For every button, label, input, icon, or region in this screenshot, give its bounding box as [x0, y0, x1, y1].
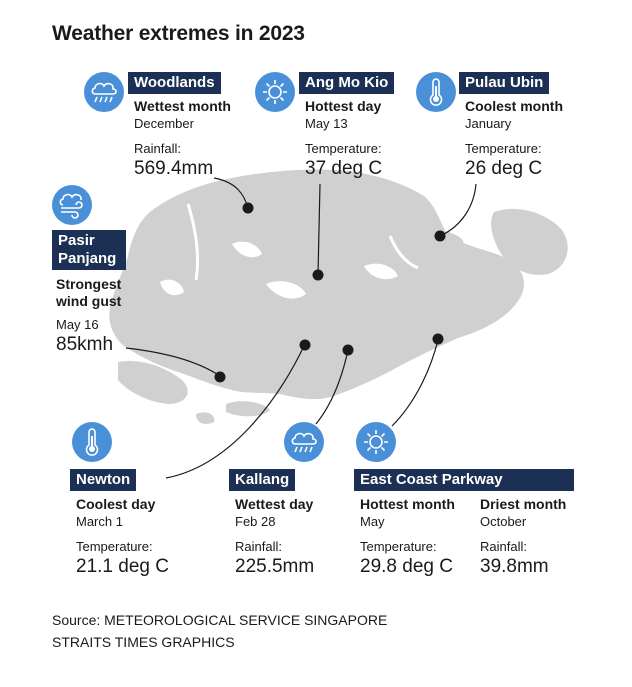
pulau-ubin-date: January: [465, 116, 512, 131]
marker-kallang: [342, 344, 354, 356]
kallang-date: Feb 28: [235, 514, 276, 529]
sun-icon: [356, 422, 396, 462]
woodlands-date: December: [134, 116, 194, 131]
leader-ang-mo-kio: [317, 183, 321, 276]
pulau-ubin-info: Coolest month January Temperature: 26 de…: [465, 98, 563, 181]
ang-mo-kio-info: Hottest day May 13 Temperature: 37 deg C: [305, 98, 382, 181]
woodlands-value: 569.4mm: [134, 158, 214, 179]
east-coast-dry-label: Rainfall:: [480, 539, 527, 554]
changi-coast: [499, 281, 518, 302]
ang-mo-kio-tag: Ang Mo Kio: [299, 72, 395, 94]
woodlands-tag: Woodlands: [128, 72, 221, 94]
newton-date: March 1: [76, 514, 123, 529]
ang-mo-kio-label: Temperature:: [305, 141, 382, 156]
east-coast-dry-info: Driest month October Rainfall: 39.8mm: [480, 496, 566, 579]
newton-info: Coolest day March 1 Temperature: 21.1 de…: [76, 496, 169, 579]
leader-kallang: [315, 349, 349, 425]
marker-pulau-ubin: [434, 230, 446, 242]
east-coast-hot-date: May: [360, 514, 385, 529]
newton-value: 21.1 deg C: [76, 556, 169, 577]
newton-metric: Coolest day: [76, 496, 156, 512]
reservoir-north: [232, 241, 262, 258]
page-title: Weather extremes in 2023: [52, 22, 305, 45]
source-note: Source: METEOROLOGICAL SERVICE SINGAPORE…: [52, 609, 387, 653]
woodlands-label: Rainfall:: [134, 141, 181, 156]
rain-cloud-icon: [284, 422, 324, 462]
pulau-ubin-metric: Coolest month: [465, 98, 563, 114]
east-coast-dry-value: 39.8mm: [480, 556, 549, 577]
leader-pulau-ubin: [439, 183, 477, 237]
east-coast-tag: East Coast Parkway: [354, 469, 574, 491]
sun-icon: [255, 72, 295, 112]
pulau-ubin-tag: Pulau Ubin: [459, 72, 550, 94]
woodlands-info: Wettest month December Rainfall: 569.4mm: [134, 98, 231, 181]
marker-pasir-panjang: [214, 371, 226, 383]
east-coast-hot-metric: Hottest month: [360, 496, 455, 512]
reservoir-east: [364, 263, 398, 280]
jurong-island: [118, 360, 188, 404]
east-coast-hot-info: Hottest month May Temperature: 29.8 deg …: [360, 496, 455, 579]
strait-inlet-2: [388, 235, 419, 270]
marker-newton: [299, 339, 311, 351]
pasir-panjang-metric: Strongest wind gust: [56, 276, 122, 309]
marker-ang-mo-kio: [312, 269, 324, 281]
singapore-island: [109, 169, 524, 400]
strait-inlet: [186, 203, 200, 281]
wind-icon: [52, 185, 92, 225]
east-coast-dry-date: October: [480, 514, 527, 529]
pasir-panjang-value: 85kmh: [56, 334, 114, 355]
pasir-panjang-date: May 16: [56, 317, 99, 332]
leader-newton: [165, 345, 305, 479]
credit-line: STRAITS TIMES GRAPHICS: [52, 634, 235, 650]
newton-tag: Newton: [70, 469, 137, 491]
ang-mo-kio-date: May 13: [305, 116, 348, 131]
kallang-label: Rainfall:: [235, 539, 282, 554]
pasir-panjang-info: Strongest wind gust May 16 85kmh: [56, 276, 136, 357]
reservoir-central: [266, 281, 306, 299]
southern-islet: [196, 412, 215, 424]
pulau-ubin-value: 26 deg C: [465, 158, 543, 179]
pulau-tekong-island: [491, 208, 568, 275]
source-line: Source: METEOROLOGICAL SERVICE SINGAPORE: [52, 612, 388, 628]
east-coast-dry-metric: Driest month: [480, 496, 567, 512]
rain-cloud-icon: [84, 72, 124, 112]
kallang-metric: Wettest day: [235, 496, 314, 512]
thermometer-icon: [72, 422, 112, 462]
east-coast-hot-value: 29.8 deg C: [360, 556, 453, 577]
newton-label: Temperature:: [76, 539, 153, 554]
pulau-ubin-island: [402, 227, 464, 251]
leader-pasir-panjang: [125, 347, 221, 377]
marker-east-coast: [432, 333, 444, 345]
kallang-info: Wettest day Feb 28 Rainfall: 225.5mm: [235, 496, 314, 579]
kallang-value: 225.5mm: [235, 556, 315, 577]
thermometer-icon: [416, 72, 456, 112]
kallang-tag: Kallang: [229, 469, 296, 491]
pasir-panjang-tag: Pasir Panjang: [52, 230, 126, 270]
sentosa-island: [226, 401, 270, 417]
ang-mo-kio-metric: Hottest day: [305, 98, 382, 114]
reservoir-west: [160, 279, 184, 296]
marker-woodlands: [242, 202, 254, 214]
leader-east-coast: [391, 339, 439, 427]
ang-mo-kio-value: 37 deg C: [305, 158, 383, 179]
east-coast-hot-label: Temperature:: [360, 539, 437, 554]
woodlands-metric: Wettest month: [134, 98, 231, 114]
pulau-ubin-label: Temperature:: [465, 141, 542, 156]
